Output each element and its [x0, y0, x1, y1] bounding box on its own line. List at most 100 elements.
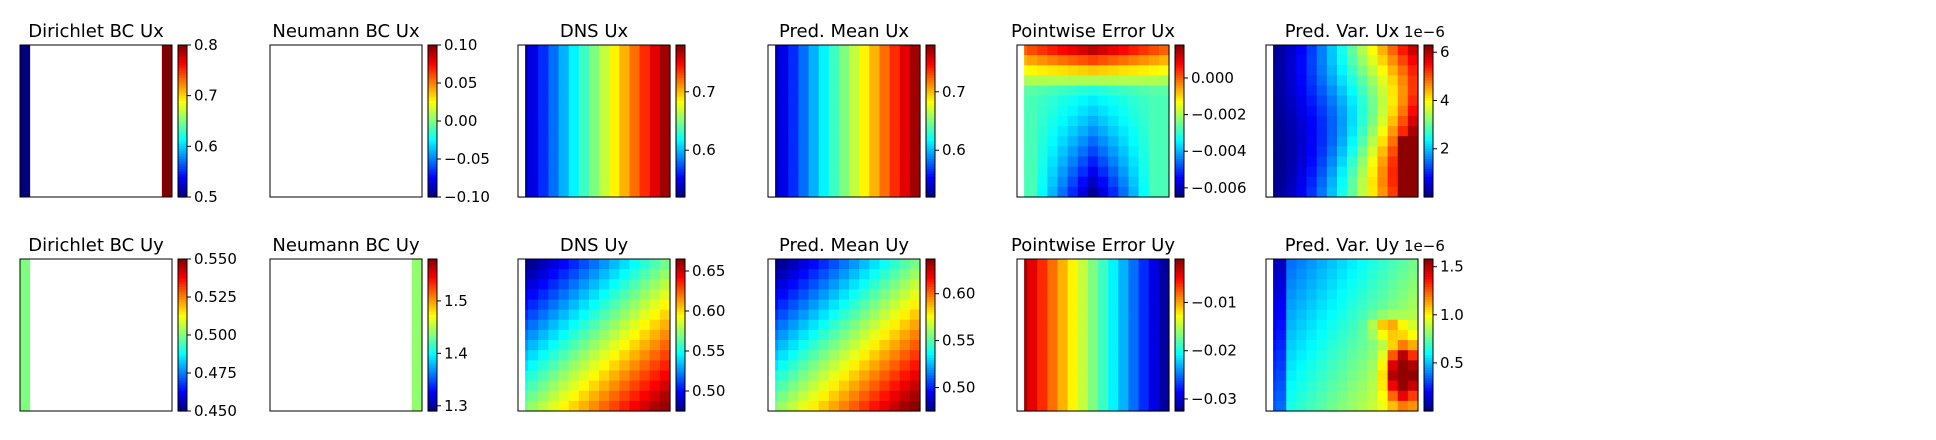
- heatmap-cell: [1286, 105, 1297, 117]
- heatmap-cell: [778, 55, 789, 66]
- heatmap-cell: [1286, 380, 1297, 392]
- heatmap-cell: [879, 65, 891, 76]
- heatmap-cell: [788, 380, 799, 392]
- heatmap-cell: [548, 166, 560, 178]
- heatmap-cell: [1118, 299, 1130, 311]
- heatmap-cell: [649, 166, 661, 178]
- heatmap-cell: [889, 390, 901, 402]
- heatmap-cell: [649, 380, 661, 392]
- heatmap-cell: [629, 146, 641, 158]
- heatmap-cell: [838, 390, 850, 402]
- heatmap-cell: [1128, 400, 1140, 412]
- heatmap-cell: [548, 400, 560, 412]
- heatmap-cell: [1057, 166, 1069, 178]
- heatmap-cell: [1098, 65, 1109, 76]
- heatmap-cell: [1306, 166, 1318, 178]
- heatmap-cell: [869, 45, 881, 56]
- heatmap-cell: [558, 380, 570, 392]
- heatmap-cell: [859, 360, 870, 372]
- heatmap-cell: [578, 105, 590, 117]
- heatmap-cell: [578, 85, 590, 97]
- heatmap-cell: [869, 329, 881, 341]
- heatmap-cell: [849, 146, 860, 158]
- heatmap-cell: [1387, 156, 1399, 168]
- heatmap-cell: [1148, 65, 1160, 76]
- heatmap-cell: [548, 360, 560, 372]
- heatmap-cell: [588, 176, 600, 188]
- heatmap-cell: [568, 319, 580, 331]
- heatmap-cell: [828, 269, 840, 280]
- heatmap-cell: [588, 259, 600, 270]
- heatmap-cell: [1098, 105, 1109, 117]
- heatmap-cell: [1098, 85, 1109, 97]
- heatmap-cell: [1037, 166, 1048, 178]
- heatmap-cell: [1128, 370, 1140, 382]
- heatmap-cell: [649, 75, 661, 87]
- heatmap-area: [767, 44, 921, 198]
- heatmap-cell: [1067, 259, 1079, 270]
- heatmap-cell: [629, 309, 641, 321]
- heatmap-cell: [778, 319, 789, 331]
- colorbar-tick-label: −0.006: [1191, 179, 1247, 197]
- heatmap-cell: [578, 329, 590, 341]
- heatmap-cell: [588, 126, 600, 137]
- heatmap-cell: [1326, 45, 1338, 56]
- heatmap-cell: [1148, 350, 1160, 361]
- heatmap-cell: [1108, 289, 1119, 301]
- heatmap-cell: [1336, 136, 1348, 147]
- heatmap-cell: [528, 166, 539, 178]
- heatmap-cell: [1067, 400, 1079, 412]
- heatmap-cell: [1387, 105, 1399, 117]
- heatmap-cell: [1336, 55, 1348, 66]
- heatmap-cell: [1087, 309, 1099, 321]
- heatmap-cell: [899, 259, 911, 270]
- heatmap-cell: [1276, 166, 1287, 178]
- heatmap-cell: [1316, 95, 1328, 107]
- heatmap-cell: [1286, 176, 1297, 188]
- heatmap-cell: [879, 166, 891, 178]
- heatmap-cell: [1087, 340, 1099, 351]
- heatmap-cell: [1276, 259, 1287, 270]
- heatmap-cell: [629, 115, 641, 127]
- heatmap-cell: [1347, 136, 1358, 147]
- heatmap-cell: [828, 360, 840, 372]
- heatmap-cell: [649, 259, 661, 270]
- heatmap-cell: [798, 95, 810, 107]
- heatmap-cell: [639, 115, 651, 127]
- heatmap-cell: [619, 65, 631, 76]
- heatmap-cell: [1067, 319, 1079, 331]
- heatmap-cell: [1407, 176, 1419, 188]
- heatmap-cell: [578, 146, 590, 158]
- heatmap-cell: [528, 105, 539, 117]
- heatmap-cell: [1158, 166, 1170, 178]
- heatmap-cell: [1387, 329, 1399, 341]
- heatmap-cell: [1128, 75, 1140, 87]
- heatmap-cell: [1336, 289, 1348, 301]
- heatmap-cell: [599, 126, 610, 137]
- heatmap-cell: [1138, 289, 1150, 301]
- heatmap-cell: [599, 400, 610, 412]
- heatmap-cell: [659, 75, 671, 87]
- colorbar-tick-label: 0.7: [692, 83, 716, 101]
- heatmap-cell: [1108, 85, 1119, 97]
- heatmap-cell: [588, 299, 600, 311]
- heatmap-cell: [909, 75, 921, 87]
- heatmap-cell: [859, 45, 870, 56]
- heatmap-cell: [1077, 85, 1089, 97]
- heatmap-cell: [889, 279, 901, 290]
- heatmap-cell: [1067, 105, 1079, 117]
- heatmap-cell: [838, 55, 850, 66]
- heatmap-cell: [1326, 166, 1338, 178]
- heatmap-cell: [599, 65, 610, 76]
- heatmap-cell: [578, 95, 590, 107]
- heatmap-cell: [639, 329, 651, 341]
- heatmap-cell: [629, 166, 641, 178]
- heatmap-cell: [849, 289, 860, 301]
- heatmap-cell: [1316, 390, 1328, 402]
- heatmap-cell: [578, 360, 590, 372]
- heatmap-cell: [1027, 309, 1038, 321]
- heatmap-cell: [899, 360, 911, 372]
- heatmap-cell: [818, 85, 830, 97]
- heatmap-cell: [1286, 319, 1297, 331]
- heatmap-cell: [828, 390, 840, 402]
